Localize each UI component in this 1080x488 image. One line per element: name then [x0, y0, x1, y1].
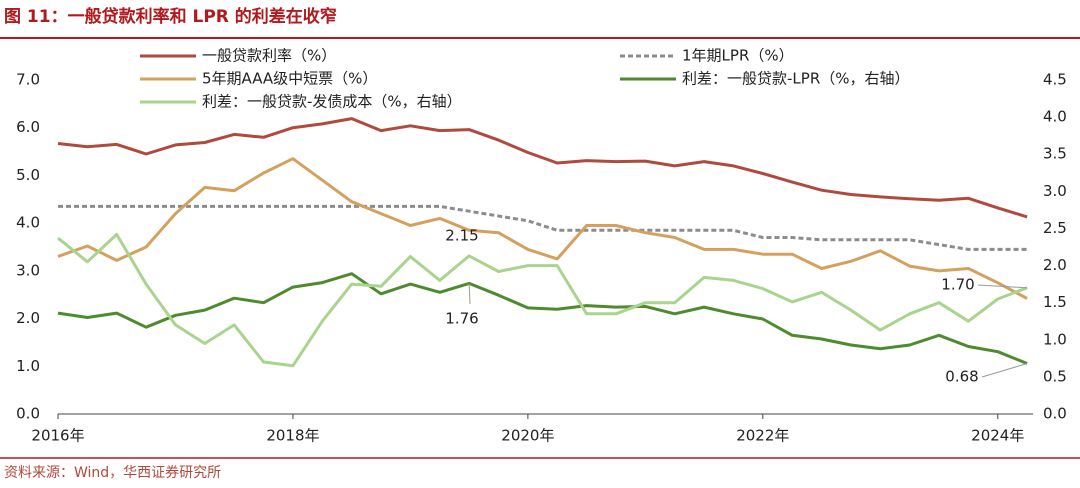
y2-tick-label: 3.0: [1043, 182, 1067, 200]
y2-tick-label: 1.0: [1043, 330, 1067, 348]
y-tick-label: 4.0: [16, 214, 40, 232]
series-line: [58, 204, 1028, 251]
legend-label: 5年期AAA级中短票（%）: [202, 70, 377, 88]
x-tick-label: 2018年: [266, 427, 319, 445]
x-tick-label: 2024年: [971, 427, 1024, 445]
legend-label: 利差：一般贷款-发债成本（%，右轴）: [202, 93, 462, 111]
x-tick-label: 2016年: [31, 427, 84, 445]
annotation-leader: [977, 284, 1028, 289]
x-tick-label: 2020年: [501, 427, 554, 445]
y2-tick-label: 4.5: [1043, 71, 1067, 89]
y2-tick-label: 0.0: [1043, 405, 1067, 423]
y2-tick-label: 4.0: [1043, 108, 1067, 126]
source: 资料来源：Wind，华西证券研究所: [4, 465, 221, 481]
series-line: [57, 232, 1028, 368]
annotation-leader: [468, 283, 471, 305]
annotation-leader: [981, 363, 1028, 378]
annotation: 1.70: [941, 276, 974, 294]
chart-title: 图 11：一般贷款利率和 LPR 的利差在收窄: [4, 6, 337, 27]
y2-tick-label: 1.5: [1043, 293, 1067, 311]
y-tick-label: 2.0: [16, 309, 40, 327]
y-tick-label: 6.0: [16, 118, 40, 136]
y-tick-label: 5.0: [16, 166, 40, 184]
y2-tick-label: 0.5: [1043, 367, 1067, 385]
y2-tick-label: 2.0: [1043, 256, 1067, 274]
series-line: [57, 272, 1028, 365]
annotation: 1.76: [445, 310, 478, 328]
series-line: [57, 117, 1028, 219]
annotation: 2.15: [445, 227, 478, 245]
y2-tick-label: 2.5: [1043, 219, 1067, 237]
legend-label: 一般贷款利率（%）: [202, 47, 336, 65]
y-tick-label: 3.0: [16, 261, 40, 279]
legend-label: 1年期LPR（%）: [682, 47, 794, 65]
legend-label: 利差：一般贷款-LPR（%，右轴）: [682, 70, 910, 88]
y-tick-label: 1.0: [16, 357, 40, 375]
y-tick-label: 0.0: [16, 405, 40, 423]
series-line: [57, 157, 1028, 300]
x-tick-label: 2022年: [736, 427, 789, 445]
annotation: 0.68: [945, 368, 978, 386]
y2-tick-label: 3.5: [1043, 145, 1067, 163]
y-tick-label: 7.0: [16, 71, 40, 89]
